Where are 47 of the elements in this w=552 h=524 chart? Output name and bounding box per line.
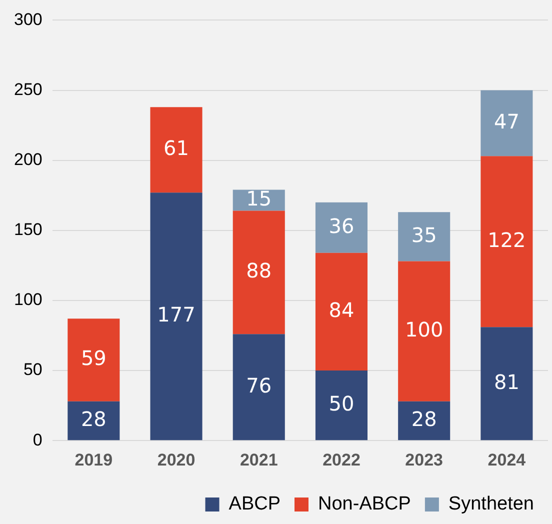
bar: [232, 334, 285, 440]
bar: [398, 401, 450, 440]
data-label: 50: [328, 392, 354, 416]
bar: [398, 212, 450, 262]
data-label: 15: [246, 186, 272, 210]
bar: [150, 107, 202, 193]
data-label: 122: [488, 228, 526, 252]
bar: [315, 202, 368, 253]
y-tick-label: 50: [23, 360, 42, 380]
x-tick-label: 2023: [405, 450, 444, 470]
data-label: 76: [246, 373, 272, 398]
y-tick-label: 300: [14, 10, 42, 29]
data-label: 88: [246, 258, 272, 283]
data-label: 47: [494, 109, 520, 134]
y-tick-label: 200: [14, 150, 42, 170]
data-label: 84: [328, 298, 354, 322]
data-label: 35: [411, 222, 437, 247]
bar: [480, 156, 533, 328]
data-label: 36: [328, 214, 354, 238]
y-tick-label: 150: [14, 220, 42, 240]
bar: [398, 261, 450, 402]
x-tick-label: 2019: [74, 450, 113, 470]
x-tick-label: 2021: [240, 450, 278, 470]
bar: [68, 401, 120, 440]
bar: [480, 327, 533, 440]
bar: [480, 90, 533, 156]
x-tick-label: 2024: [488, 450, 526, 470]
data-label: 28: [80, 406, 106, 431]
data-label: 61: [164, 136, 189, 160]
y-tick-label: 0: [32, 430, 42, 450]
bar: [315, 252, 368, 371]
legend-label: ABCP: [228, 494, 281, 515]
legend-label: Non-ABCP: [318, 494, 411, 515]
bar: [150, 192, 202, 440]
x-tick-label: 2022: [322, 450, 360, 470]
data-label: 28: [411, 406, 437, 431]
data-label: 177: [157, 302, 196, 327]
bar: [68, 318, 120, 402]
data-label: 59: [80, 346, 106, 370]
x-tick-label: 2020: [157, 450, 196, 470]
y-tick-label: 100: [14, 290, 42, 310]
y-tick-label: 250: [14, 80, 42, 99]
data-label: 81: [494, 370, 520, 394]
bar: [315, 370, 368, 440]
bar: [232, 210, 285, 334]
data-label: 100: [404, 318, 444, 342]
legend-label: Syntheten: [448, 494, 534, 515]
